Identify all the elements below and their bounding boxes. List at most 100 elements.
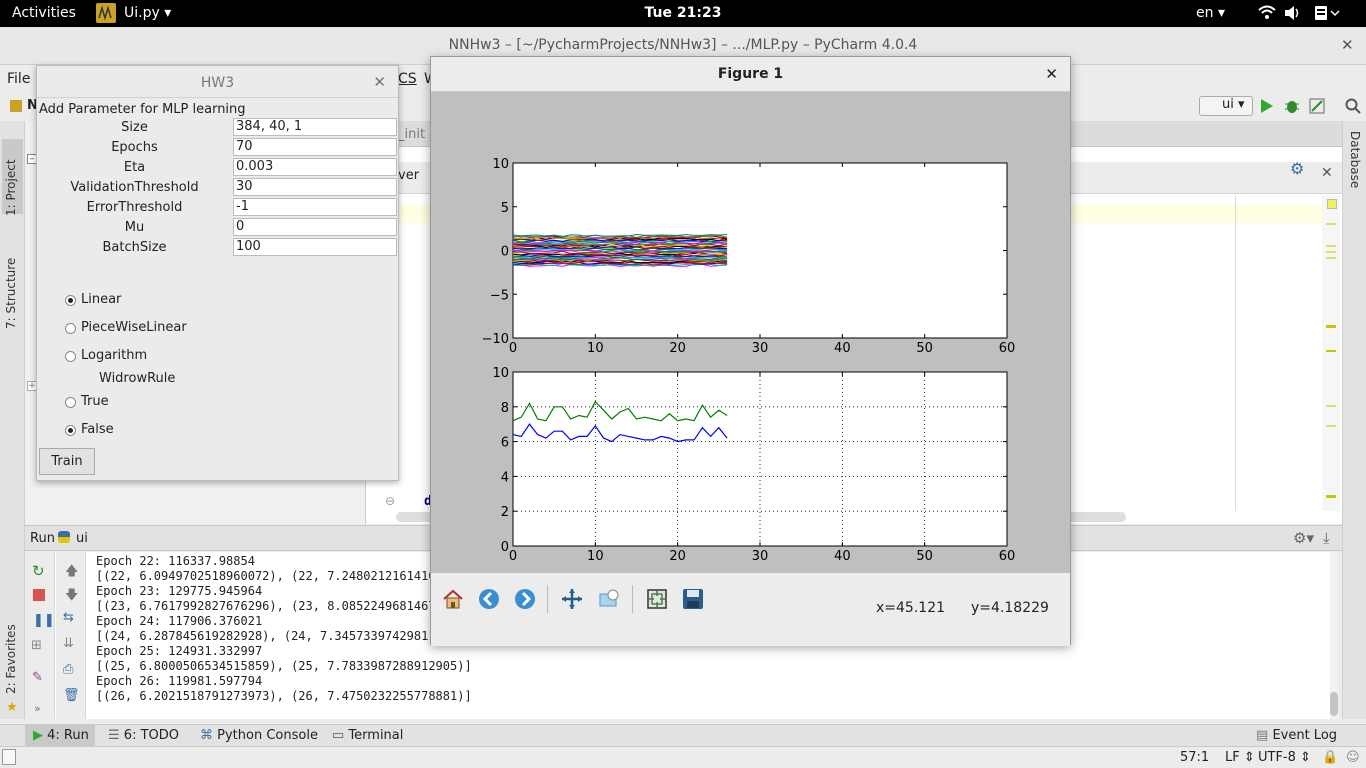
console-line: [(25, 6.8000506534515859), (25, 7.783398…	[96, 659, 472, 673]
radio-widrow-true[interactable]	[65, 397, 76, 408]
train-button[interactable]: Train	[39, 448, 95, 475]
field-input-epochs[interactable]: 70	[233, 138, 397, 156]
tab-python-console[interactable]: ⌘ Python Console	[200, 728, 318, 743]
coverage-icon[interactable]	[1309, 98, 1325, 118]
series-line	[512, 260, 728, 264]
tab-terminal[interactable]: ▭ Terminal	[332, 728, 404, 743]
radio-logarithm[interactable]	[65, 351, 76, 362]
tab-todo[interactable]: ☰ 6: TODO	[108, 728, 179, 743]
y-tick-label: 10	[492, 366, 509, 381]
tab-run-label: 4: Run	[47, 728, 89, 743]
clock[interactable]: Tue 21:23	[644, 5, 722, 21]
stripe-mark[interactable]	[1326, 405, 1336, 407]
print-icon[interactable]: ⎙	[63, 662, 74, 677]
stripe-mark[interactable]	[1326, 223, 1336, 225]
console-scroll-thumb[interactable]	[1330, 692, 1338, 716]
stripe-mark[interactable]	[1326, 350, 1336, 352]
forward-icon[interactable]	[513, 587, 537, 611]
radio-widrow-false-label[interactable]: False	[81, 422, 114, 437]
settings-gear-icon[interactable]: ⚙	[1290, 159, 1305, 178]
file-encoding[interactable]: UTF-8 ⇕	[1258, 750, 1311, 765]
run-toolbar-left	[25, 552, 55, 719]
radio-piecewise-linear[interactable]	[65, 323, 76, 334]
more-icon[interactable]: »	[34, 702, 41, 715]
field-input-errorthreshold[interactable]: -1	[233, 198, 397, 216]
console-line: [(26, 6.2021518791273973), (26, 7.475023…	[96, 689, 472, 703]
field-input-size[interactable]: 384, 40, 1	[233, 118, 397, 136]
window-close-icon[interactable]: ✕	[1341, 36, 1354, 54]
wifi-icon[interactable]	[1258, 5, 1276, 25]
radio-piecewise-linear-label[interactable]: PieceWiseLinear	[81, 320, 187, 335]
stripe-mark[interactable]	[1326, 245, 1336, 247]
home-icon[interactable]	[441, 587, 465, 611]
fold-icon[interactable]: ⊖	[385, 494, 396, 508]
hw3-close-icon[interactable]: ✕	[373, 73, 386, 91]
pause-icon[interactable]: ❚❚	[33, 613, 55, 628]
field-input-eta[interactable]: 0.003	[233, 158, 397, 176]
field-input-batchsize[interactable]: 100	[233, 238, 397, 256]
radio-widrow-false[interactable]	[65, 425, 76, 436]
inspection-status-icon[interactable]	[1327, 199, 1337, 209]
inspector-icon[interactable]: ☺	[1346, 750, 1360, 765]
editor-tab-ver[interactable]: ver	[398, 168, 420, 183]
system-menu-icon[interactable]	[1314, 5, 1340, 25]
scroll-to-end-icon[interactable]: ⇊	[63, 636, 74, 651]
editor-tab-init[interactable]: _init	[398, 127, 426, 142]
radio-linear[interactable]	[65, 295, 76, 306]
debug-icon[interactable]	[1284, 98, 1300, 118]
language-menu[interactable]: en ▾	[1196, 5, 1225, 21]
y-tick-label: 8	[501, 401, 509, 416]
x-tick-label: 30	[752, 341, 769, 356]
down-arrow-icon[interactable]: 🡇	[65, 588, 79, 603]
hide-panel-icon[interactable]: ⤓	[1323, 529, 1330, 547]
nav-project[interactable]: N	[27, 98, 38, 113]
radio-widrow-true-label[interactable]: True	[81, 394, 109, 409]
radio-logarithm-label[interactable]: Logarithm	[81, 348, 148, 363]
console-line: Epoch 24: 117906.376021	[96, 614, 263, 628]
volume-icon[interactable]	[1284, 5, 1302, 25]
tab-run[interactable]: ▶ 4: Run	[25, 725, 95, 747]
zoom-rect-icon[interactable]	[597, 587, 621, 611]
language-label: en	[1196, 5, 1214, 21]
panel-settings-icon[interactable]: ⚙▾	[1293, 529, 1314, 547]
back-icon[interactable]	[477, 587, 501, 611]
field-input-validationthreshold[interactable]: 30	[233, 178, 397, 196]
clear-icon[interactable]: 🗑	[63, 688, 80, 703]
soft-wrap-icon[interactable]: ⇆	[63, 610, 74, 625]
configure-subplots-icon[interactable]	[645, 587, 669, 611]
restore-layout-icon[interactable]: ⊞	[31, 638, 42, 653]
line-separator[interactable]: LF ⇕	[1225, 750, 1255, 765]
rerun-icon[interactable]: ↻	[32, 562, 45, 580]
lock-icon[interactable]: 🔒	[1322, 750, 1339, 765]
toolbar-separator	[632, 585, 633, 613]
run-config-select[interactable]: ui ▾	[1199, 96, 1253, 116]
console-scrollbar[interactable]	[1330, 552, 1338, 719]
run-panel-config: ui	[76, 531, 88, 546]
pan-icon[interactable]	[560, 587, 584, 611]
series-line	[512, 263, 728, 267]
activities-button[interactable]: Activities	[12, 5, 76, 21]
y-tick-label: 0	[501, 245, 509, 260]
tab-event-log[interactable]: ▤ Event Log	[1256, 728, 1338, 743]
menu-vcs[interactable]: CS	[398, 71, 417, 87]
app-menu[interactable]: Ui.py ▾	[124, 5, 171, 21]
stripe-mark[interactable]	[1326, 251, 1336, 253]
field-input-mu[interactable]: 0	[233, 218, 397, 236]
stripe-mark[interactable]	[1326, 425, 1336, 427]
run-icon[interactable]	[1260, 98, 1274, 118]
panel-close-icon[interactable]: ✕	[1321, 165, 1333, 181]
radio-linear-label[interactable]: Linear	[81, 292, 122, 307]
status-toggle-icon[interactable]	[2, 749, 16, 765]
menu-file[interactable]: File	[7, 71, 31, 87]
save-icon[interactable]	[681, 587, 705, 611]
stripe-mark[interactable]	[1326, 257, 1336, 259]
up-arrow-icon[interactable]: 🡅	[65, 564, 79, 579]
stop-icon[interactable]	[33, 589, 45, 601]
stripe-mark[interactable]	[1326, 325, 1336, 328]
figure-close-icon[interactable]: ✕	[1045, 65, 1058, 83]
stripe-mark[interactable]	[1326, 495, 1336, 498]
cursor-position[interactable]: 57:1	[1180, 750, 1210, 765]
pin-icon[interactable]: ✎	[32, 670, 43, 685]
search-icon[interactable]	[1345, 98, 1361, 118]
